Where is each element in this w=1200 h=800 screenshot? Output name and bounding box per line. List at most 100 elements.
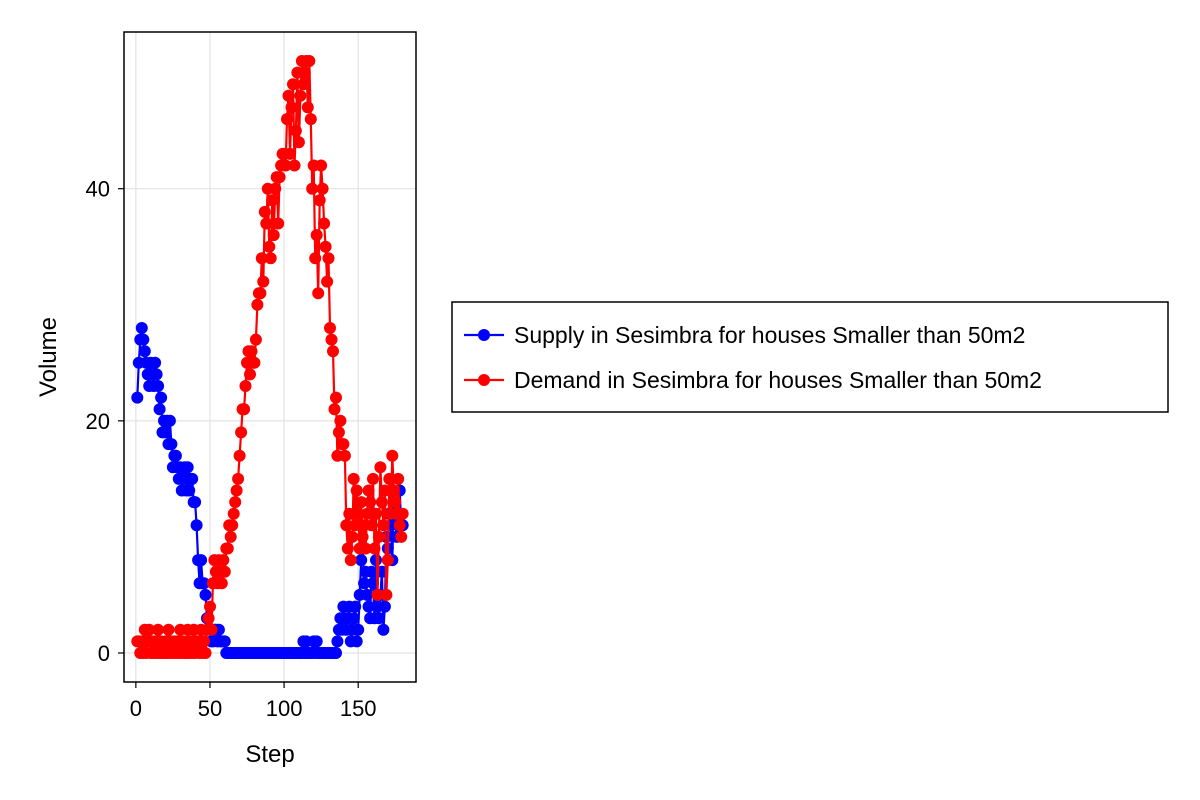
data-point <box>221 542 234 555</box>
data-point <box>337 438 350 451</box>
data-point <box>375 496 388 509</box>
data-point <box>327 345 339 358</box>
y-tick-label: 40 <box>86 177 110 202</box>
data-point <box>269 182 282 195</box>
data-point <box>205 623 218 636</box>
data-point <box>285 101 298 114</box>
legend: Supply in Sesimbra for houses Smaller th… <box>451 301 1169 413</box>
data-point <box>258 205 271 218</box>
y-tick-label: 20 <box>86 409 110 434</box>
data-point <box>202 612 215 625</box>
data-point <box>331 635 344 648</box>
data-point <box>321 275 334 288</box>
data-point <box>341 542 354 555</box>
data-point <box>155 391 168 404</box>
data-point <box>138 345 151 358</box>
data-point <box>131 391 144 404</box>
data-point <box>284 147 296 160</box>
data-point <box>395 530 408 543</box>
data-point <box>361 588 374 601</box>
data-point <box>332 426 345 439</box>
data-point <box>343 507 356 520</box>
data-point <box>281 113 293 126</box>
data-point <box>169 449 182 462</box>
data-point <box>330 647 342 659</box>
data-point <box>303 55 316 67</box>
data-point <box>386 449 399 462</box>
legend-label: Demand in Sesimbra for houses Smaller th… <box>514 367 1042 393</box>
data-point <box>263 240 276 253</box>
data-point <box>255 252 268 265</box>
data-point <box>372 612 385 625</box>
data-point <box>294 89 307 102</box>
data-point <box>224 530 237 543</box>
data-point <box>350 484 363 497</box>
data-point <box>288 159 301 172</box>
data-point <box>367 577 379 590</box>
data-point <box>217 554 230 567</box>
data-point <box>162 623 175 636</box>
data-point <box>358 577 371 590</box>
data-point <box>233 449 246 462</box>
data-point <box>273 171 286 184</box>
data-point <box>152 380 165 392</box>
data-point <box>330 391 342 404</box>
data-point <box>279 159 292 172</box>
data-point <box>257 275 270 288</box>
data-point <box>371 588 384 601</box>
data-point <box>362 484 375 497</box>
data-point <box>352 623 365 636</box>
data-point <box>370 507 382 520</box>
data-point <box>347 472 360 485</box>
data-point <box>143 623 156 636</box>
legend-box <box>451 301 1169 413</box>
data-point <box>297 78 310 91</box>
data-point <box>361 507 374 520</box>
data-point <box>378 600 391 613</box>
data-point <box>328 403 341 416</box>
data-point <box>347 612 360 625</box>
legend-swatch-marker <box>478 329 490 341</box>
x-tick-label: 100 <box>266 696 303 721</box>
data-point <box>238 403 251 416</box>
y-tick-label: 0 <box>98 641 110 666</box>
data-point <box>287 78 299 91</box>
data-point <box>389 496 402 509</box>
data-point <box>338 449 351 462</box>
data-point <box>380 588 393 601</box>
data-point <box>264 252 277 265</box>
data-point <box>267 229 280 242</box>
data-point <box>232 472 245 485</box>
data-point <box>239 380 252 392</box>
data-point <box>316 182 329 195</box>
data-point <box>159 426 172 439</box>
data-point <box>204 600 216 613</box>
data-point <box>387 484 400 497</box>
data-point <box>381 554 394 567</box>
data-point <box>346 530 359 543</box>
data-point <box>378 484 391 497</box>
data-point <box>374 461 387 474</box>
data-point <box>383 472 396 485</box>
data-point <box>318 217 331 230</box>
data-point <box>356 530 369 543</box>
data-point <box>310 229 323 242</box>
data-point <box>190 519 203 532</box>
data-point <box>165 438 178 451</box>
data-point <box>367 472 379 485</box>
data-point <box>251 298 264 311</box>
data-point <box>186 472 199 485</box>
data-point <box>392 472 405 485</box>
data-point <box>235 426 248 439</box>
data-point <box>199 588 212 601</box>
data-point <box>245 345 258 358</box>
data-point <box>312 287 325 300</box>
data-point <box>152 623 165 636</box>
data-point <box>362 600 375 613</box>
plot-series <box>131 55 409 659</box>
axis-ticks: 0 50 100 150 0 20 40 <box>86 177 377 721</box>
data-point <box>229 496 242 509</box>
data-point <box>344 554 357 567</box>
data-point <box>215 577 228 590</box>
